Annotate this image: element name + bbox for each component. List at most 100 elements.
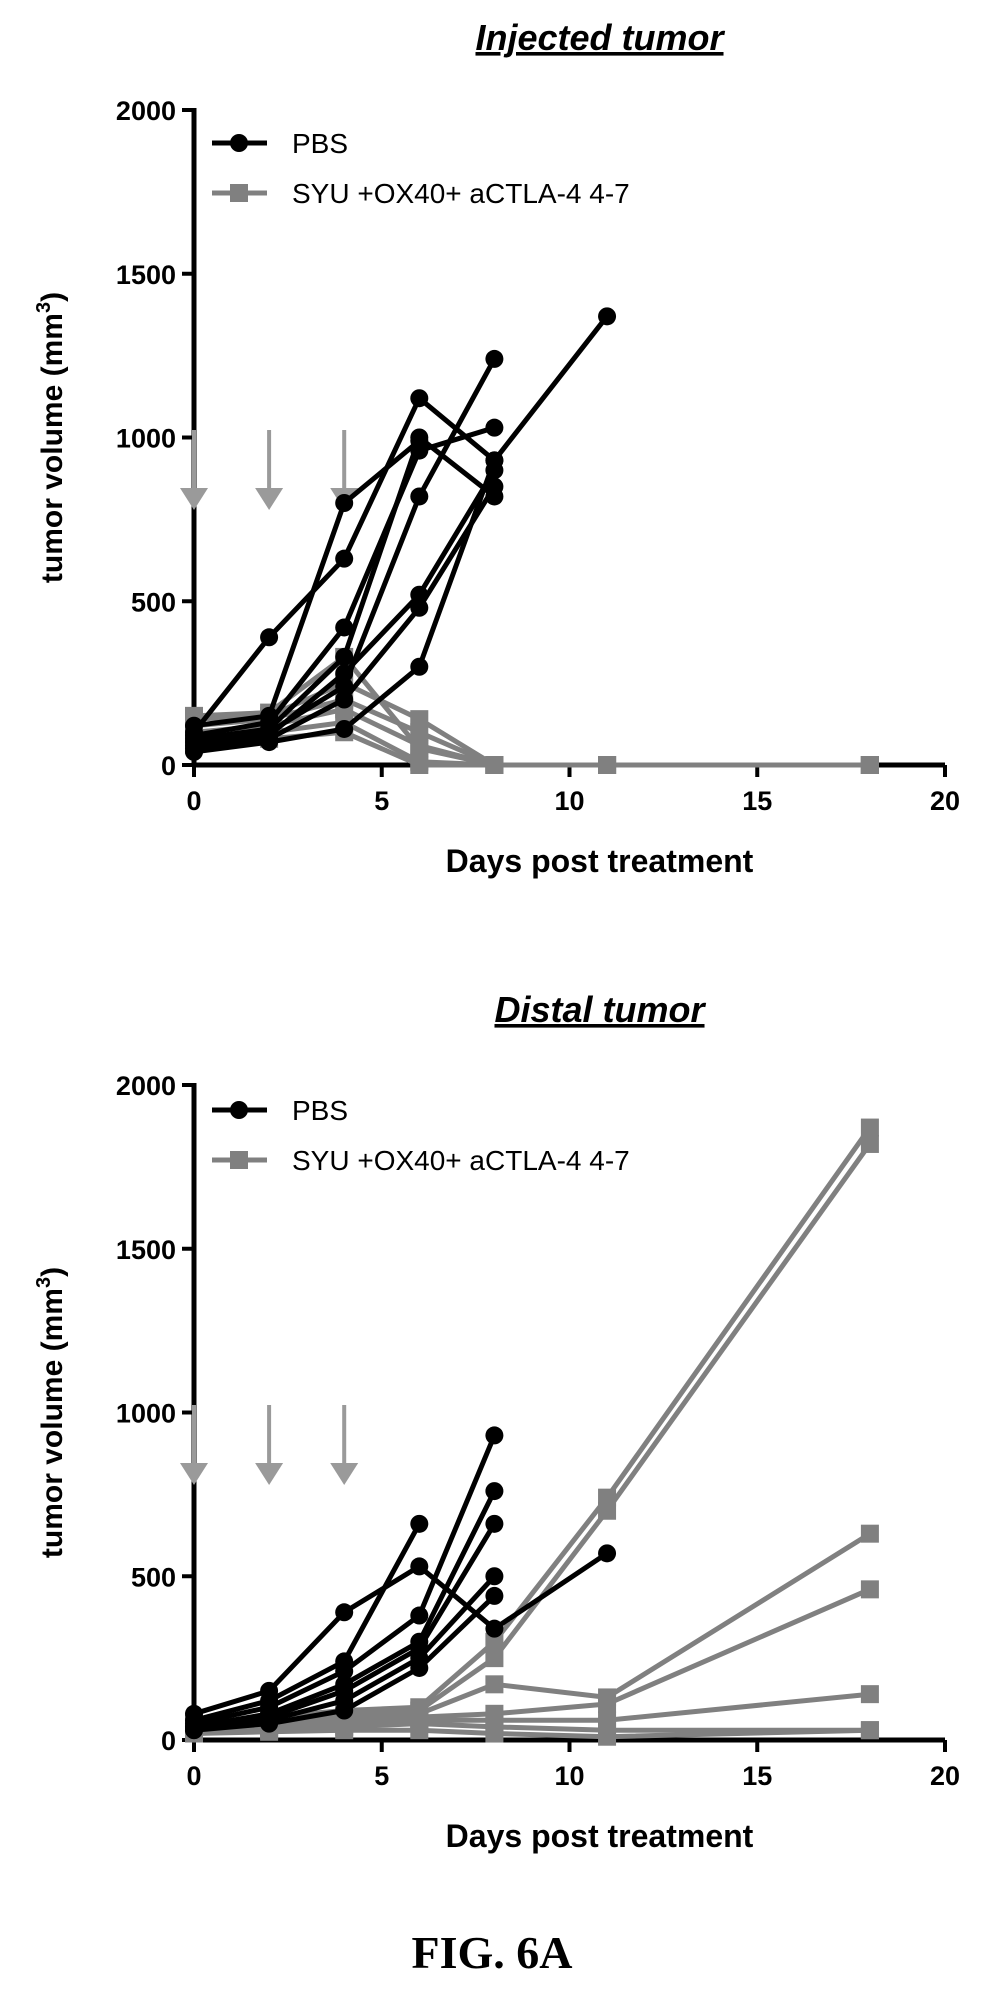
chart1-pbs-point: [335, 1701, 354, 1720]
chart1-treat-line: [193, 1142, 872, 1730]
figure-label: FIG. 6A: [412, 1927, 573, 1978]
chart0-pbs-point: [410, 487, 429, 506]
chart1-pbs-point: [598, 1544, 617, 1563]
chart0-y-tick-label: 1000: [116, 424, 176, 454]
chart0-x-tick-label: 20: [930, 786, 960, 816]
chart1-pbs-point: [485, 1514, 504, 1533]
chart1-x-label: Days post treatment: [446, 1818, 754, 1854]
chart0-pbs-point: [410, 428, 429, 447]
chart1-pbs-point: [485, 1426, 504, 1445]
chart0-pbs-line: [193, 314, 609, 755]
chart1-pbs-point: [410, 1658, 429, 1677]
chart1-pbs-point: [485, 1586, 504, 1605]
chart0-y-tick-label: 2000: [116, 96, 176, 126]
chart0-x-tick-label: 0: [186, 786, 201, 816]
chart0-pbs-point: [335, 494, 354, 512]
chart0-pbs-point: [185, 742, 203, 761]
chart0-x-tick-label: 5: [374, 786, 389, 816]
chart0-y-tick-label: 1500: [116, 260, 176, 290]
chart1-pbs-point: [485, 1619, 504, 1638]
chart0-treat-line: [193, 719, 870, 768]
chart1-treat-point: [598, 1727, 617, 1746]
chart0-y-label-sup: 3: [33, 302, 55, 313]
chart0-pbs-point: [335, 664, 354, 683]
chart0-title: Injected tumor: [475, 17, 725, 58]
chart0-y-tick-label: 500: [131, 587, 176, 617]
chart1-pbs-point: [410, 1514, 429, 1533]
chart1-y-label: tumor volume (mm3): [33, 1267, 69, 1558]
chart1-dose-arrow-head: [330, 1463, 359, 1485]
chart1-y-label-sup: 3: [33, 1277, 55, 1288]
chart1-treat-point: [860, 1524, 879, 1543]
chart1-x-tick-label: 10: [554, 1761, 584, 1791]
chart1-y-label-main: tumor volume (mm: [36, 1288, 69, 1558]
chart1-y-label-close: ): [36, 1267, 69, 1277]
chart1-treat-point: [485, 1649, 504, 1668]
chart1-dose-arrow-head: [255, 1463, 284, 1485]
chart0-treat-point: [410, 756, 429, 774]
chart1-y-tick-label: 2000: [116, 1071, 176, 1101]
chart0-treat-point: [410, 736, 429, 755]
chart0-treat-point: [485, 756, 504, 774]
chart1-pbs-point: [410, 1606, 429, 1625]
chart1-pbs-point: [260, 1714, 279, 1733]
chart1-y-tick-label: 500: [131, 1562, 176, 1592]
chart1-legend-pbs-label: PBS: [292, 1095, 348, 1126]
distal-tumor-chart: Distal tumor 0 500 1000 1500 2000 0 5 10 15 20 Days…: [33, 989, 960, 1854]
chart0-dose-arrow-head: [180, 488, 208, 510]
chart0-x-label: Days post treatment: [446, 843, 754, 879]
chart1-legend-pbs-marker: [230, 1101, 248, 1119]
chart0-pbs-point: [335, 549, 354, 568]
chart0-y-label: tumor volume (mm3): [33, 292, 69, 583]
chart1-legend-treat-label: SYU +OX40+ aCTLA-4 4-7: [292, 1145, 630, 1176]
chart0-pbs-point: [335, 719, 354, 738]
chart1-treat-point: [485, 1675, 504, 1694]
chart1-pbs-point: [410, 1557, 429, 1576]
chart0-legend-treat-marker: [230, 184, 248, 202]
chart0-treat-line: [193, 697, 870, 768]
chart1-treat-line: [193, 1531, 872, 1730]
chart1-treat-point: [410, 1721, 429, 1740]
chart0-pbs-point: [260, 733, 279, 752]
chart1-x-tick-label: 20: [930, 1761, 960, 1791]
chart1-treat-point: [860, 1721, 879, 1740]
chart0-treat-point: [598, 756, 617, 774]
chart1-title: Distal tumor: [494, 989, 706, 1030]
chart0-legend-pbs-marker: [230, 134, 248, 152]
chart1-legend-treat-marker: [230, 1151, 248, 1169]
chart1-treat-point: [860, 1118, 879, 1137]
chart0-x-tick-label: 15: [742, 786, 772, 816]
chart1-treat-point: [335, 1721, 354, 1740]
chart1-dose-arrow-head: [180, 1463, 208, 1485]
chart0-y-label-close: ): [36, 292, 69, 302]
chart0-legend-treat-label: SYU +OX40+ aCTLA-4 4-7: [292, 178, 630, 209]
chart1-pbs-line: [193, 1522, 422, 1723]
chart0-pbs-line: [193, 438, 421, 729]
chart0-legend-pbs-label: PBS: [292, 128, 348, 159]
chart0-pbs-point: [485, 349, 504, 368]
chart1-x-tick-label: 0: [186, 1761, 201, 1791]
chart0-dose-arrow-head: [255, 488, 284, 510]
chart1-pbs-point: [335, 1662, 354, 1681]
chart1-pbs-point: [335, 1603, 354, 1622]
chart0-x-tick-label: 10: [554, 786, 584, 816]
chart1-treat-point: [485, 1724, 504, 1743]
chart0-pbs-point: [410, 657, 429, 676]
chart1-treat-point: [598, 1501, 617, 1520]
chart0-pbs-point: [335, 618, 354, 637]
chart0-pbs-point: [335, 647, 354, 666]
chart1-treat-point: [598, 1694, 617, 1713]
chart1-treat-point: [485, 1632, 504, 1651]
chart1-treat-point: [860, 1580, 879, 1599]
chart1-pbs-point: [185, 1721, 203, 1740]
injected-tumor-chart: Injected tumor 0 500 1000 1500 2000 0 5 10 15 20 Da…: [33, 17, 960, 879]
chart1-x-tick-label: 5: [374, 1761, 389, 1791]
chart1-y-tick-label: 0: [161, 1726, 176, 1756]
chart0-pbs-point: [485, 418, 504, 437]
chart0-pbs-point: [485, 477, 504, 496]
chart0-pbs-point: [410, 598, 429, 617]
chart1-y-tick-label: 1000: [116, 1399, 176, 1429]
chart0-treat-point: [860, 756, 879, 774]
chart0-y-label-main: tumor volume (mm: [36, 313, 69, 583]
